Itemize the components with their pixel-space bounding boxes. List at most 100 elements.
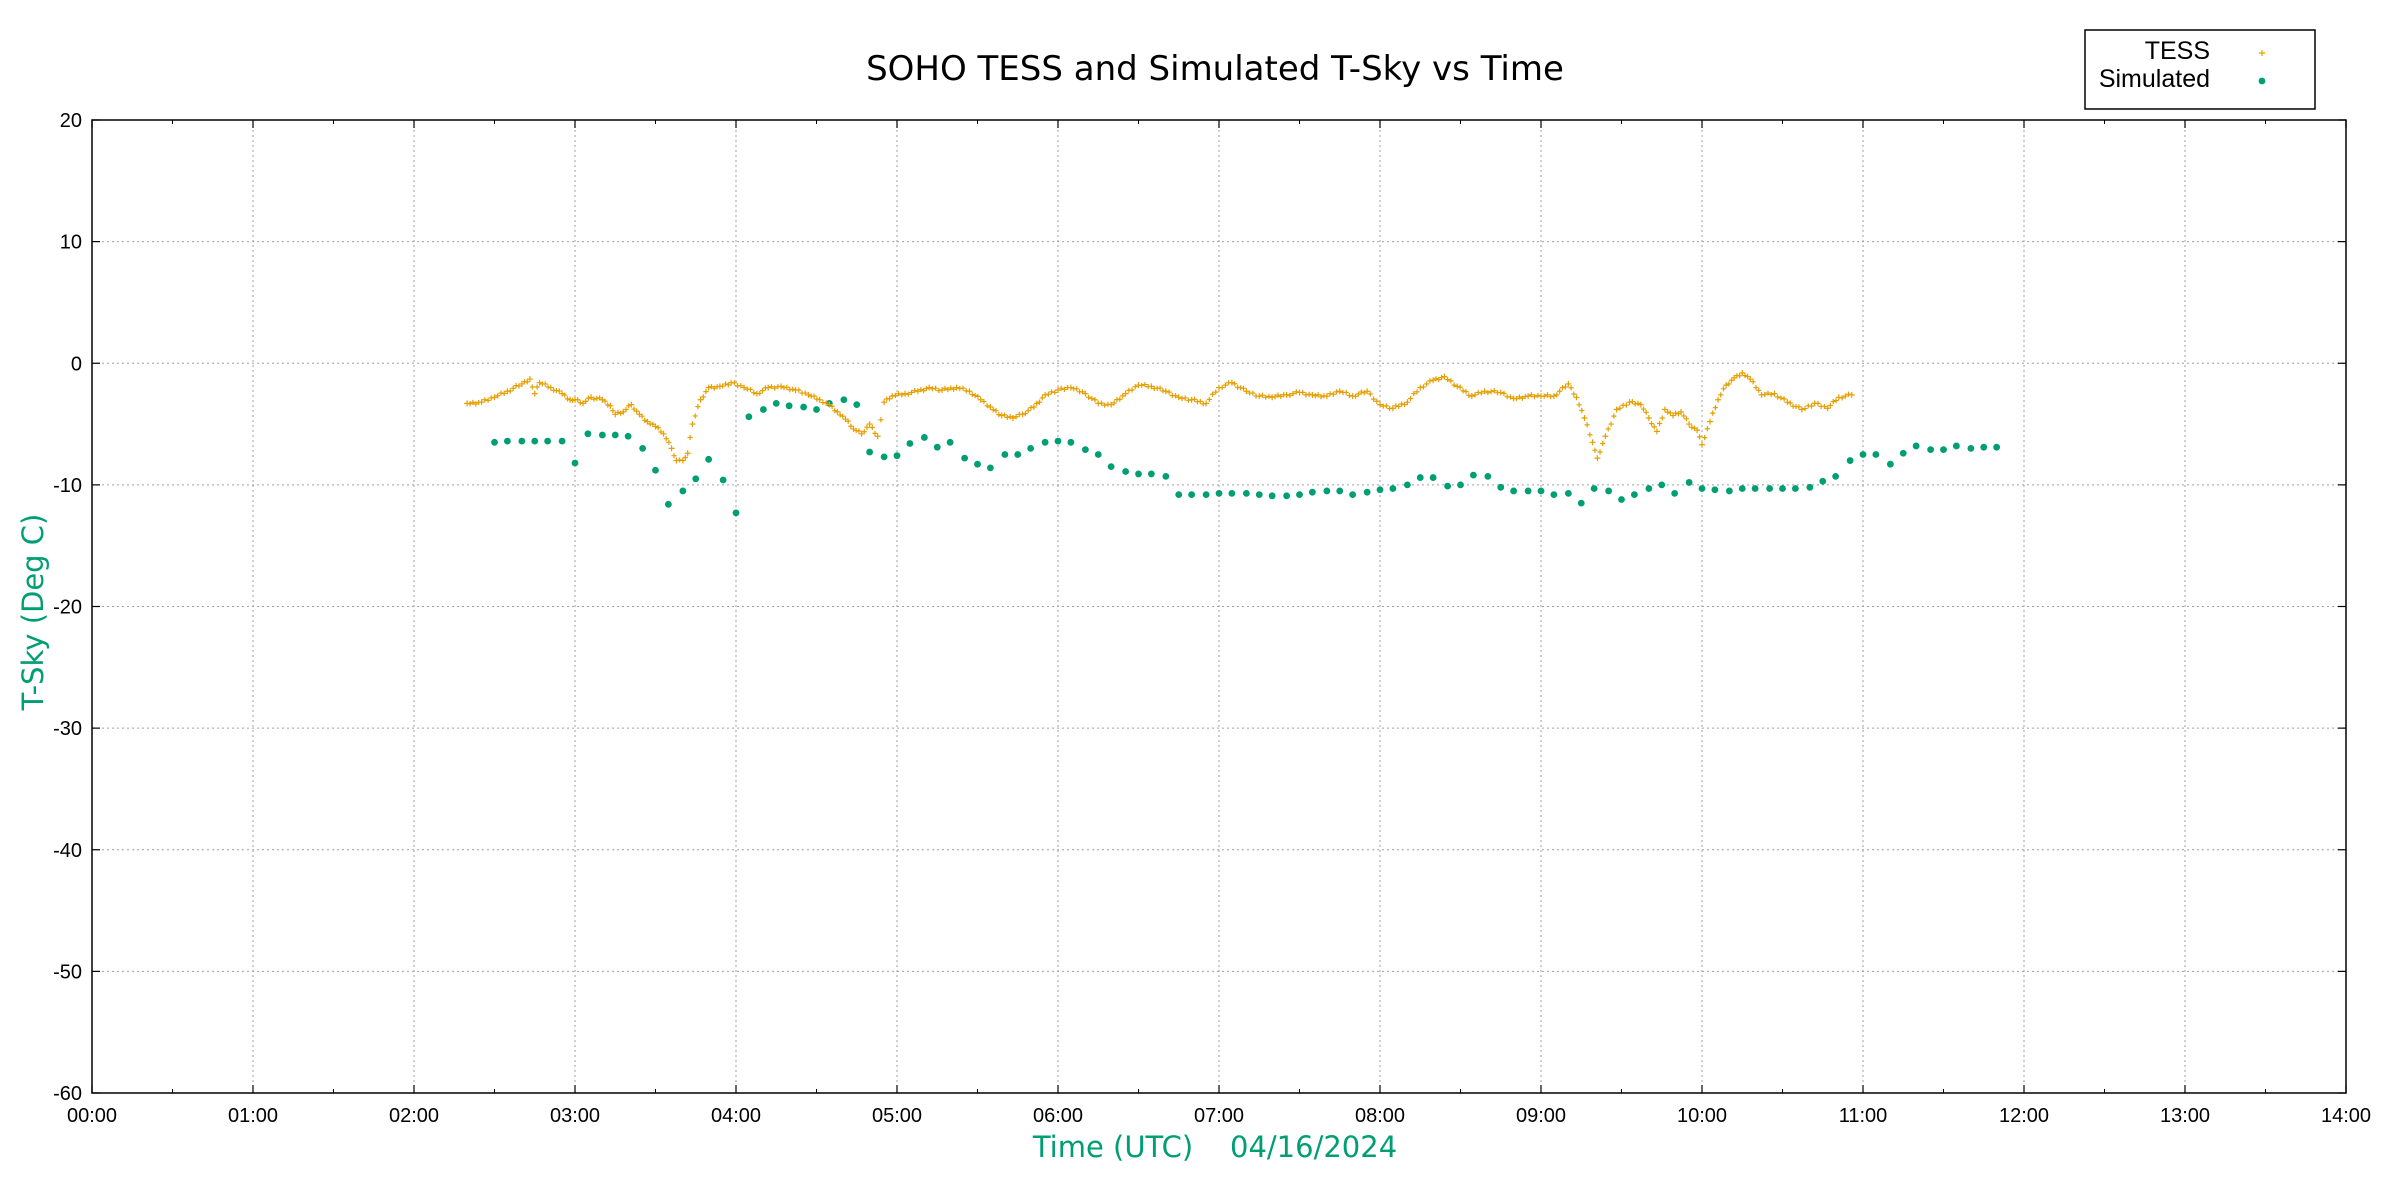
tess-point bbox=[1584, 422, 1590, 428]
tess-point bbox=[1507, 394, 1514, 400]
y-tick-labels: 20 10 0 -10 -20 -30 -40 -50 -60 bbox=[53, 110, 82, 1105]
tess-point bbox=[1433, 376, 1439, 382]
simulated-point bbox=[946, 438, 954, 446]
tess-point bbox=[996, 412, 1002, 418]
tess-point bbox=[1478, 390, 1485, 396]
simulated-point bbox=[1791, 485, 1799, 492]
simulated-point bbox=[785, 402, 793, 410]
simulated-point bbox=[906, 440, 914, 447]
tess-point bbox=[1259, 392, 1266, 398]
tess-point bbox=[1771, 390, 1778, 397]
x-tick-label: 13:00 bbox=[2160, 1105, 2210, 1127]
legend-simulated-marker bbox=[2258, 77, 2266, 85]
tess-point bbox=[1401, 401, 1408, 408]
tess-point bbox=[1548, 394, 1554, 400]
tess-point bbox=[1645, 414, 1652, 421]
simulated-point bbox=[1952, 442, 1960, 450]
tess-point bbox=[1617, 405, 1623, 411]
legend: TESS Simulated bbox=[2084, 29, 2316, 110]
simulated-point bbox=[1349, 491, 1357, 499]
simulated-point bbox=[1940, 446, 1947, 454]
tess-point bbox=[969, 391, 975, 398]
simulated-point bbox=[1215, 489, 1223, 497]
simulated-point bbox=[664, 500, 672, 508]
simulated-point bbox=[1122, 468, 1130, 475]
axis-ticks bbox=[91, 119, 2347, 1094]
tess-point bbox=[1389, 405, 1396, 412]
tess-point bbox=[987, 404, 994, 411]
tess-point bbox=[1720, 386, 1727, 392]
tess-point bbox=[834, 408, 841, 415]
tess-point bbox=[1611, 413, 1617, 419]
simulated-point bbox=[1001, 451, 1009, 458]
tess-point bbox=[1491, 388, 1497, 394]
simulated-point bbox=[584, 430, 592, 438]
tess-point bbox=[1370, 396, 1377, 402]
tess-point bbox=[1036, 399, 1043, 405]
simulated-point bbox=[1899, 449, 1907, 457]
simulated-point bbox=[598, 431, 606, 439]
simulated-point bbox=[1671, 489, 1679, 497]
x-tick-label: 12:00 bbox=[1999, 1105, 2049, 1127]
tess-point bbox=[1414, 389, 1420, 395]
tess-point bbox=[1039, 395, 1045, 401]
tess-point bbox=[1463, 388, 1469, 395]
tess-point bbox=[1315, 392, 1321, 398]
tess-point bbox=[1055, 387, 1061, 394]
simulated-point bbox=[1645, 485, 1653, 492]
tess-point bbox=[711, 385, 717, 391]
tess-point bbox=[1592, 447, 1598, 453]
tess-point bbox=[610, 408, 616, 414]
tess-point bbox=[1559, 384, 1566, 391]
simulated-point bbox=[1188, 491, 1196, 499]
x-tick-label: 14:00 bbox=[2321, 1105, 2371, 1127]
tess-point bbox=[1833, 398, 1839, 404]
tess-point bbox=[1424, 381, 1430, 387]
simulated-point bbox=[1135, 470, 1142, 478]
tess-point bbox=[1383, 403, 1390, 409]
tess-point bbox=[816, 396, 823, 403]
tess-point bbox=[1263, 394, 1269, 400]
tess-point bbox=[1213, 389, 1219, 395]
tess-point bbox=[1352, 393, 1359, 399]
tess-point bbox=[1355, 391, 1362, 397]
simulated-point bbox=[974, 460, 981, 468]
series-simulated bbox=[491, 396, 2001, 517]
tess-point bbox=[872, 430, 878, 436]
tess-point bbox=[636, 411, 643, 418]
simulated-point bbox=[1162, 472, 1170, 480]
tess-point bbox=[1702, 435, 1708, 441]
tess-point bbox=[1665, 409, 1671, 415]
tess-point bbox=[802, 390, 808, 396]
tess-point bbox=[920, 387, 927, 394]
tess-point bbox=[1228, 379, 1235, 386]
tess-point bbox=[759, 388, 766, 394]
simulated-point bbox=[1605, 487, 1613, 495]
simulated-point bbox=[1497, 483, 1505, 491]
simulated-point bbox=[1967, 444, 1975, 452]
tess-point bbox=[1085, 394, 1092, 400]
tess-point bbox=[1089, 395, 1095, 402]
tess-point bbox=[720, 383, 726, 389]
tess-point bbox=[1699, 441, 1705, 448]
tess-point bbox=[918, 387, 924, 393]
tess-point bbox=[1333, 389, 1340, 395]
y-tick-label: 0 bbox=[71, 353, 82, 375]
tess-point bbox=[1472, 392, 1478, 398]
tess-point bbox=[741, 384, 748, 391]
tess-point bbox=[1436, 377, 1442, 383]
tess-point bbox=[1528, 392, 1534, 398]
tess-point bbox=[1513, 396, 1520, 402]
tess-point bbox=[507, 388, 513, 394]
tess-point bbox=[993, 408, 999, 414]
tess-point bbox=[1550, 393, 1557, 400]
simulated-point bbox=[503, 437, 511, 445]
tess-point bbox=[1824, 405, 1831, 412]
simulated-point bbox=[1175, 491, 1183, 499]
simulated-point bbox=[920, 434, 928, 441]
tess-point bbox=[1753, 384, 1759, 391]
tess-point bbox=[772, 385, 778, 391]
tess-point bbox=[899, 392, 905, 398]
tess-point bbox=[926, 384, 933, 391]
